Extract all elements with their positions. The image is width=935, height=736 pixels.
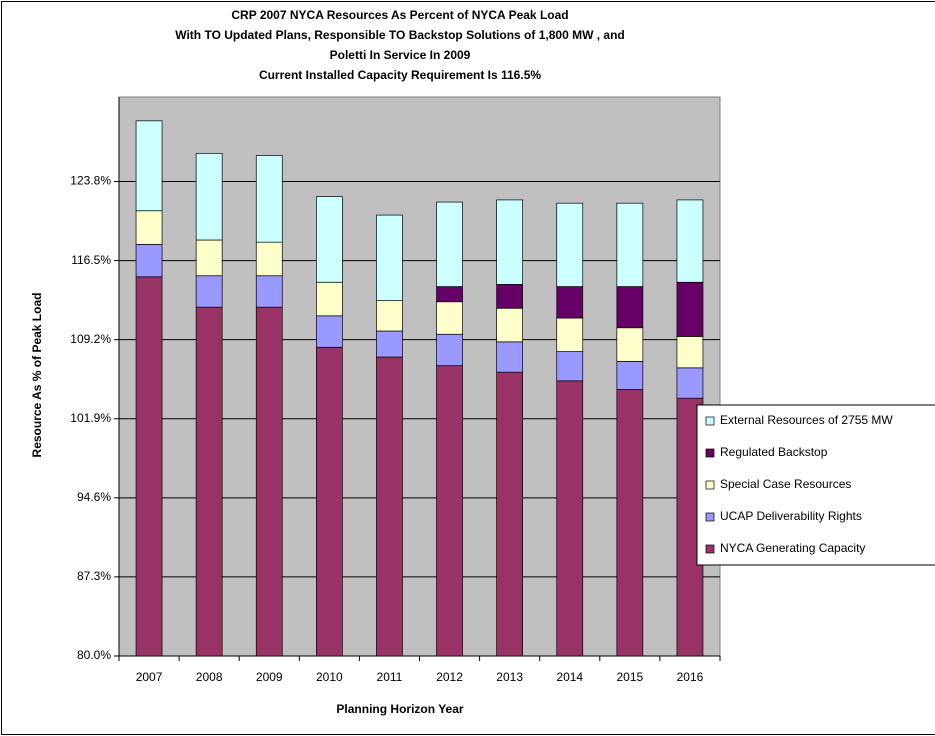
bar-segment bbox=[316, 346, 343, 657]
bar-segment bbox=[135, 120, 163, 212]
bar-segment bbox=[556, 317, 584, 352]
bar-segment bbox=[135, 276, 163, 657]
legend-label: Regulated Backstop bbox=[720, 445, 828, 459]
chart-title: Poletti In Service In 2009 bbox=[330, 48, 471, 62]
bar-segment bbox=[616, 327, 644, 362]
bar-segment bbox=[556, 351, 584, 382]
bar-segment bbox=[496, 371, 523, 657]
legend-swatch bbox=[705, 416, 715, 426]
y-tick-label: 94.6% bbox=[77, 490, 111, 504]
bar-segment bbox=[135, 243, 163, 278]
bar-segment bbox=[255, 155, 283, 243]
bar-segment bbox=[496, 199, 523, 285]
bar-segment bbox=[255, 306, 283, 657]
bar-segment bbox=[376, 300, 403, 332]
legend-label: External Resources of 2755 MW bbox=[720, 413, 893, 427]
bar-segment bbox=[135, 210, 163, 245]
x-tick-label: 2014 bbox=[556, 670, 583, 684]
bar-segment bbox=[676, 367, 704, 399]
x-tick-label: 2011 bbox=[377, 670, 403, 684]
y-tick-label: 101.9% bbox=[70, 411, 111, 425]
bar-segment bbox=[676, 199, 704, 283]
bar-segment bbox=[195, 152, 223, 241]
legend: NYCA Generating Capacity UCAP Deliverabil… bbox=[696, 404, 935, 566]
x-tick-label: 2009 bbox=[256, 670, 283, 684]
legend-label: NYCA Generating Capacity bbox=[720, 541, 865, 555]
y-tick-label: 109.2% bbox=[70, 332, 111, 346]
legend-swatch bbox=[705, 512, 715, 522]
bar-segment bbox=[496, 307, 523, 343]
bar-segment bbox=[436, 201, 463, 287]
y-tick-label: 116.5% bbox=[71, 253, 111, 267]
y-axis-label: Resource As % of Peak Load bbox=[30, 293, 44, 458]
bar-segment bbox=[616, 286, 644, 329]
bar-segment bbox=[496, 341, 523, 373]
legend-swatch bbox=[705, 480, 715, 490]
legend-label: UCAP Deliverability Rights bbox=[720, 509, 862, 523]
y-tick-label: 80.0% bbox=[77, 648, 111, 662]
bar-segment bbox=[556, 380, 584, 657]
bar-segment bbox=[436, 333, 463, 367]
legend-swatch bbox=[705, 544, 715, 554]
bar-segment bbox=[195, 306, 223, 657]
x-tick-label: 2008 bbox=[196, 670, 223, 684]
y-tick-label: 123.8% bbox=[70, 174, 111, 188]
x-tick-label: 2015 bbox=[616, 670, 643, 684]
bar-segment bbox=[376, 214, 403, 302]
bar-segment bbox=[436, 286, 463, 303]
x-tick-label: 2016 bbox=[677, 670, 704, 684]
bar-segment bbox=[556, 202, 584, 287]
x-tick-label: 2013 bbox=[496, 670, 523, 684]
legend-label: Special Case Resources bbox=[720, 477, 851, 491]
x-tick-label: 2012 bbox=[436, 670, 463, 684]
bar-segment bbox=[255, 275, 283, 308]
bar-segment bbox=[676, 336, 704, 369]
bar-segment bbox=[496, 284, 523, 309]
bar-segment bbox=[556, 286, 584, 319]
x-tick-label: 2010 bbox=[316, 670, 343, 684]
bar-segment bbox=[195, 239, 223, 277]
bar-segment bbox=[255, 241, 283, 277]
chart-title: CRP 2007 NYCA Resources As Percent of NY… bbox=[231, 8, 568, 22]
bar-segment bbox=[316, 281, 343, 317]
bar-segment bbox=[376, 330, 403, 358]
bar-segment bbox=[195, 275, 223, 308]
bar-segment bbox=[316, 315, 343, 348]
bar-segment bbox=[316, 196, 343, 283]
bar-segment bbox=[376, 356, 403, 657]
x-tick-label: 2007 bbox=[136, 670, 163, 684]
legend-swatch bbox=[705, 448, 715, 458]
bar-segment bbox=[616, 202, 644, 287]
chart-title: Current Installed Capacity Requirement I… bbox=[259, 68, 541, 82]
chart-title: With TO Updated Plans, Responsible TO Ba… bbox=[175, 28, 625, 42]
bar-segment bbox=[436, 365, 463, 657]
legend-box bbox=[696, 404, 935, 566]
bar-segment bbox=[436, 301, 463, 335]
bar-segment bbox=[616, 389, 644, 657]
bar-segment bbox=[616, 360, 644, 390]
x-axis-label: Planning Horizon Year bbox=[336, 702, 463, 716]
y-tick-label: 87.3% bbox=[77, 569, 111, 583]
bar-segment bbox=[676, 281, 704, 337]
